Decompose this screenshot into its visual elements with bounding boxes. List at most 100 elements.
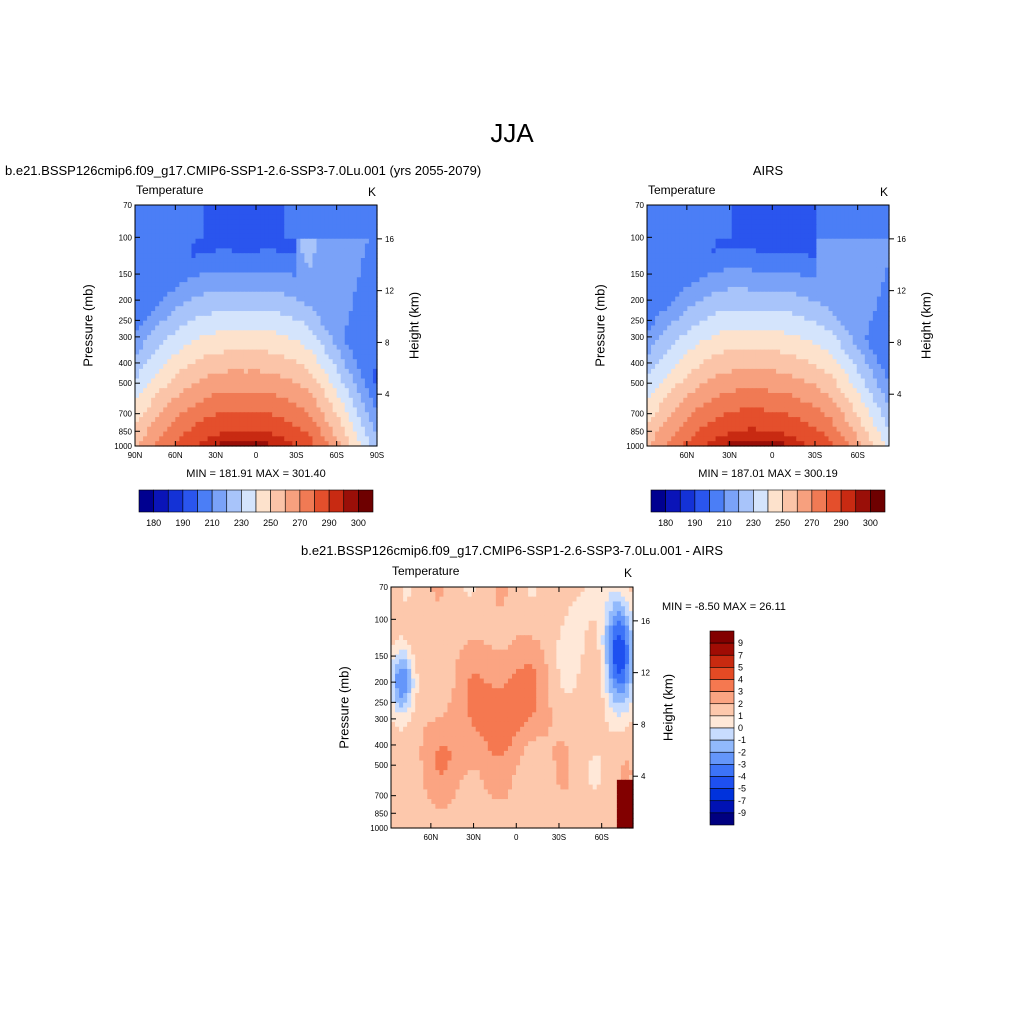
model-cell: [320, 214, 326, 221]
model-cell: [179, 392, 184, 399]
obs-cell: [880, 233, 886, 240]
obs-cell: [812, 325, 817, 331]
model-cell: [227, 320, 233, 327]
model-cell: [139, 282, 144, 288]
model-cell: [203, 392, 209, 399]
model-cell: [312, 253, 318, 259]
model-cell: [268, 315, 273, 322]
obs-cell: [727, 339, 733, 346]
obs-cell: [659, 205, 664, 211]
model-cell: [243, 407, 249, 413]
model-cell: [272, 248, 277, 254]
model-cell: [336, 325, 342, 331]
model-cell: [159, 402, 164, 409]
obs-cell: [768, 248, 773, 254]
obs-cell: [731, 320, 737, 327]
model-cell: [251, 306, 257, 312]
obs-cell: [812, 291, 817, 298]
model-cell: [284, 368, 289, 375]
model-cell: [292, 205, 297, 211]
model-cell: [372, 296, 378, 302]
model-cell: [211, 311, 217, 317]
obs-cell: [880, 229, 886, 235]
obs-cell: [824, 291, 830, 298]
obs-cell: [719, 330, 725, 336]
model-cell: [264, 277, 269, 283]
obs-cell: [683, 330, 688, 336]
model-cell: [372, 364, 378, 370]
obs-cell: [747, 267, 753, 274]
model-cell: [344, 373, 350, 380]
obs-cell: [719, 286, 725, 293]
obs-cell: [655, 306, 660, 312]
obs-cell: [747, 315, 753, 322]
model-cell: [171, 436, 176, 442]
obs-cell: [715, 238, 721, 245]
model-cell: [239, 417, 245, 423]
obs-cell: [868, 267, 874, 274]
obs-cell: [864, 325, 870, 331]
model-cell: [159, 262, 164, 269]
obs-cell: [860, 306, 866, 312]
model-cell: [151, 325, 156, 331]
model-cell: [179, 315, 184, 322]
model-ytick-label: 1000: [114, 442, 132, 451]
obs-cell: [772, 248, 777, 254]
obs-cell: [836, 214, 842, 221]
obs-cell: [864, 272, 870, 278]
model-cell: [211, 392, 217, 399]
model-cell: [231, 392, 237, 399]
obs-cell: [808, 224, 813, 230]
model-cell: [231, 311, 237, 317]
model-cell: [344, 286, 350, 293]
model-cell: [243, 214, 249, 221]
model-cell: [155, 233, 160, 240]
obs-cell: [651, 267, 656, 274]
model-cell: [171, 431, 176, 437]
model-cell: [183, 397, 189, 404]
obs-cell: [651, 296, 656, 302]
model-cell: [264, 417, 269, 423]
obs-cell: [804, 233, 809, 240]
obs-cell: [832, 344, 838, 351]
obs-cell: [715, 344, 721, 351]
model-cell: [155, 368, 160, 375]
model-cell: [336, 301, 342, 307]
model-cell: [223, 368, 229, 375]
model-cell: [135, 262, 140, 269]
model-cell: [328, 315, 334, 322]
obs-cell: [683, 209, 688, 216]
obs-cell: [844, 238, 850, 245]
obs-cell: [743, 272, 749, 278]
obs-cell: [759, 219, 765, 225]
model-cell: [227, 219, 233, 225]
model-cell: [316, 248, 322, 254]
obs-cell: [856, 258, 862, 264]
model-cell: [284, 364, 289, 370]
model-cell: [348, 238, 354, 245]
obs-cell: [780, 339, 785, 346]
obs-cell: [719, 243, 725, 249]
obs-cell: [768, 301, 773, 307]
model-cell: [171, 258, 176, 264]
obs-cell: [876, 243, 882, 249]
obs-cell: [772, 253, 777, 259]
obs-cell: [687, 238, 692, 245]
obs-cell: [824, 233, 830, 240]
model-cell: [199, 426, 205, 433]
model-cell: [239, 224, 245, 230]
model-cell: [256, 282, 261, 288]
model-cell: [191, 205, 197, 211]
obs-cell: [735, 262, 741, 269]
obs-cell: [792, 253, 797, 259]
model-cell: [272, 209, 277, 216]
model-cell: [191, 243, 197, 249]
model-cell: [247, 277, 253, 283]
model-cell: [336, 315, 342, 322]
model-cell: [243, 330, 249, 336]
obs-cell: [755, 339, 761, 346]
model-cell: [372, 325, 378, 331]
obs-cell: [800, 262, 805, 269]
model-cell: [256, 262, 261, 269]
obs-cell: [655, 224, 660, 230]
